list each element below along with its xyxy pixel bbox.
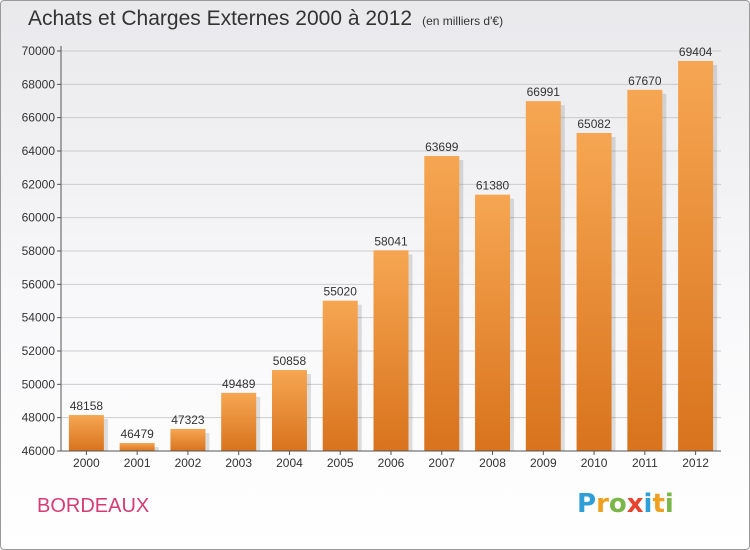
city-name: BORDEAUX (37, 495, 150, 517)
x-tick-label: 2002 (175, 456, 202, 470)
bar (170, 428, 206, 451)
axes (57, 46, 721, 455)
bar (678, 60, 714, 451)
data-label: 55020 (324, 285, 358, 299)
data-label: 50858 (273, 354, 307, 368)
logo-letter: o (608, 489, 627, 519)
bar (322, 300, 358, 451)
bar (271, 370, 307, 451)
y-tick-label: 58000 (22, 244, 56, 258)
bar (525, 101, 561, 452)
chart-title-text: Achats et Charges Externes 2000 à 2012 (28, 7, 413, 30)
data-label: 47323 (171, 413, 205, 427)
x-tick-label: 2007 (428, 456, 455, 470)
logo-letter: P (577, 489, 597, 519)
y-tick-label: 70000 (22, 44, 56, 58)
x-tick-label: 2011 (632, 456, 658, 470)
data-label: 67670 (628, 74, 662, 88)
x-tick-label: 2004 (276, 456, 303, 470)
bar (119, 443, 155, 451)
logo-letter: x (626, 489, 644, 519)
x-tick-label: 2001 (124, 456, 151, 470)
data-label: 49489 (222, 377, 256, 391)
y-tick-label: 56000 (22, 277, 56, 291)
bar (576, 132, 612, 451)
data-label: 63699 (425, 140, 459, 154)
proxiti-logo[interactable]: Proxiti (577, 489, 674, 519)
y-tick-label: 68000 (22, 77, 56, 91)
data-label: 46479 (120, 427, 154, 441)
bar (424, 156, 460, 451)
x-tick-label: 2009 (530, 456, 557, 470)
x-tick-label: 2008 (479, 456, 506, 470)
x-tick-label: 2010 (581, 456, 608, 470)
y-tick-label: 50000 (22, 377, 56, 391)
y-tick-label: 64000 (22, 144, 56, 158)
labels: 46000 48000 50000 52000 54000 56000 58000 60000… (22, 44, 713, 470)
y-tick-label: 48000 (22, 411, 56, 425)
data-label: 65082 (577, 117, 611, 131)
bar (475, 194, 511, 451)
x-tick-label: 2005 (327, 456, 354, 470)
x-tick-label: 2003 (225, 456, 252, 470)
logo-letter: r (596, 489, 609, 519)
y-tick-label: 54000 (22, 311, 56, 325)
y-tick-label: 52000 (22, 344, 56, 358)
y-tick-label: 60000 (22, 211, 56, 225)
data-label: 48158 (70, 399, 104, 413)
logo-letter: i (643, 489, 653, 519)
chart-title: Achats et Charges Externes 2000 à 2012 (e… (28, 7, 503, 31)
y-tick-label: 62000 (22, 177, 56, 191)
data-label: 69404 (679, 45, 713, 59)
bar (68, 415, 104, 451)
y-tick-label: 66000 (22, 111, 56, 125)
bar (627, 89, 663, 451)
chart-subtitle: (en milliers d'€) (422, 14, 504, 28)
x-tick-label: 2006 (378, 456, 405, 470)
data-label: 61380 (476, 179, 510, 193)
data-label: 66991 (527, 85, 561, 99)
bars (68, 60, 718, 452)
bar (373, 250, 409, 451)
y-tick-label: 46000 (22, 444, 56, 458)
x-tick-label: 2012 (682, 456, 709, 470)
bar (221, 392, 257, 451)
data-label: 58041 (374, 234, 408, 248)
logo-letter: i (664, 489, 674, 519)
logo-letter: t (652, 489, 665, 519)
x-tick-label: 2000 (73, 456, 100, 470)
